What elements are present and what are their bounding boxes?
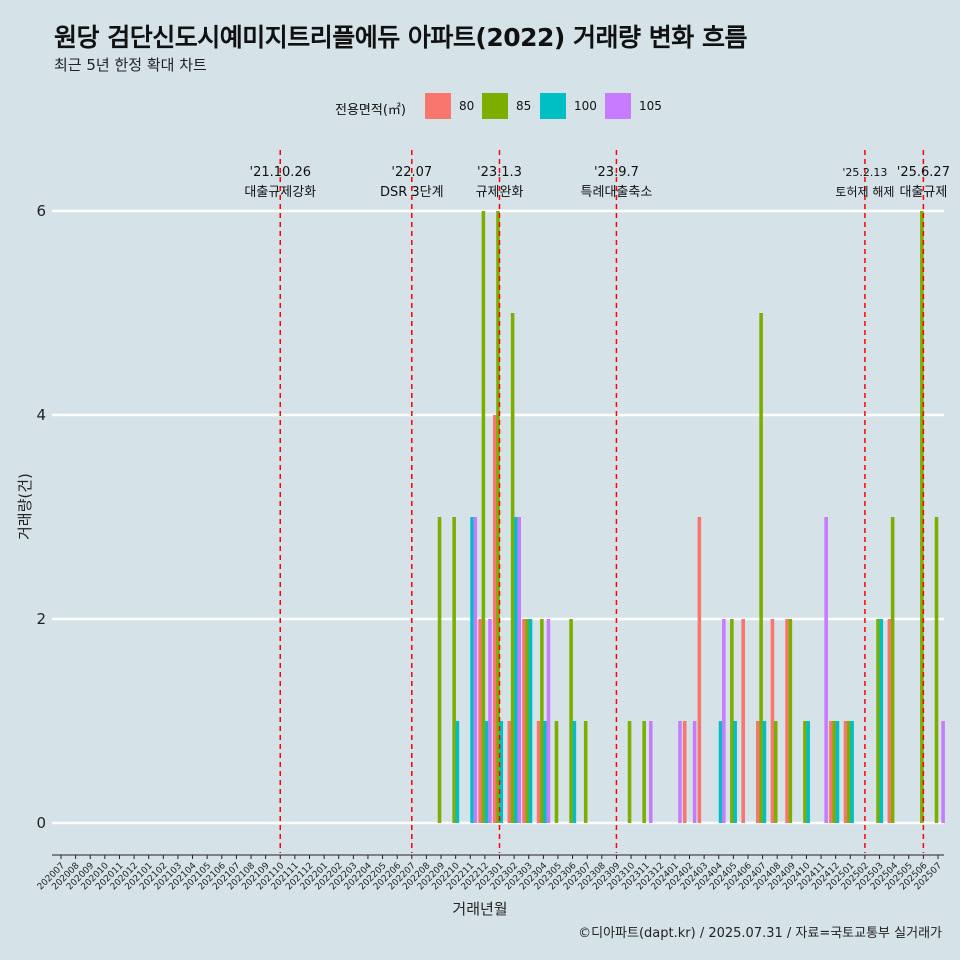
legend-label-80: 80	[459, 99, 475, 113]
bar-202412-85	[832, 721, 836, 823]
bar-202302-100	[514, 517, 518, 823]
legend-key-105	[605, 93, 631, 119]
x-axis-label: 거래년월	[452, 900, 508, 918]
bar-202409-85	[788, 619, 793, 823]
bar-202408-85	[773, 721, 778, 823]
legend-title: 전용면적(㎡)	[335, 103, 406, 118]
bar-202210-85	[452, 517, 456, 823]
event-date-5: '25.6.27	[897, 165, 950, 180]
y-tick-label-4: 4	[36, 406, 46, 424]
bar-202301-85	[496, 211, 500, 823]
event-label-0: 대출규제강화	[244, 185, 316, 200]
bar-202507-105	[941, 721, 945, 823]
legend-key-85	[482, 93, 508, 119]
bar-202311-85	[642, 721, 646, 823]
bar-202311-105	[648, 721, 653, 823]
bar-202306-100	[572, 721, 577, 823]
bar-202302-85	[510, 313, 515, 823]
bar-202310-85	[627, 721, 632, 823]
event-label-2: 규제완화	[476, 185, 524, 200]
bar-202501-100	[850, 721, 854, 823]
bar-202402-105	[692, 721, 697, 823]
event-date-4: '25.2.13	[842, 166, 887, 179]
bar-202212-80	[478, 619, 482, 823]
event-date-0: '21.10.26	[250, 165, 311, 180]
bar-202412-100	[835, 721, 840, 823]
bar-202411-105	[824, 517, 828, 823]
bar-202409-80	[785, 619, 789, 823]
legend: 전용면적(㎡) 80 85 100 105	[0, 92, 960, 122]
event-label-5: 대출규제	[899, 185, 947, 200]
bar-202306-85	[569, 619, 573, 823]
bar-202212-85	[481, 211, 486, 823]
bar-202304-80	[536, 721, 541, 823]
bar-202410-100	[806, 721, 811, 823]
legend-key-100	[540, 93, 566, 119]
bar-202503-100	[879, 619, 884, 823]
y-tick-label-0: 0	[36, 814, 46, 832]
bar-202406-80	[741, 619, 745, 823]
bar-202412-80	[829, 721, 833, 823]
chart-subtitle: 최근 5년 한정 확대 차트	[54, 56, 207, 74]
bar-202506-85	[920, 211, 924, 823]
bar-202404-105	[722, 619, 726, 823]
bar-202304-85	[540, 619, 544, 823]
bar-202407-100	[762, 721, 767, 823]
bar-202304-100	[543, 721, 547, 823]
legend-label-105: 105	[639, 99, 662, 113]
bar-202212-105	[488, 619, 492, 823]
bar-202507-85	[934, 517, 939, 823]
event-label-1: DSR 3단계	[380, 185, 444, 200]
bar-202209-85	[437, 517, 442, 823]
legend-label-100: 100	[574, 99, 597, 113]
bar-202304-105	[546, 619, 551, 823]
event-date-3: '23.9.7	[594, 165, 639, 180]
bar-202408-80	[770, 619, 775, 823]
bar-202303-80	[522, 619, 526, 823]
bar-202503-85	[876, 619, 880, 823]
bar-202211-100	[470, 517, 474, 823]
bar-202305-85	[554, 721, 559, 823]
bar-202501-80	[843, 721, 848, 823]
bar-202504-85	[890, 517, 895, 823]
bar-202407-80	[756, 721, 760, 823]
bar-202402-80	[682, 721, 687, 823]
bar-202401-105	[678, 721, 682, 823]
y-tick-label-2: 2	[36, 610, 46, 628]
bar-202212-100	[484, 721, 489, 823]
legend-key-80	[425, 93, 451, 119]
bar-202407-85	[759, 313, 763, 823]
bar-202405-100	[733, 721, 737, 823]
bar-202302-80	[507, 721, 512, 823]
y-tick-label-6: 6	[36, 202, 46, 220]
event-label-4: 토허제 해제	[835, 185, 894, 199]
event-date-1: '22.07	[391, 165, 432, 180]
bar-202302-105	[517, 517, 521, 823]
legend-label-85: 85	[516, 99, 532, 113]
bar-202410-85	[803, 721, 807, 823]
event-label-3: 특례대출축소	[581, 185, 653, 200]
bar-202303-100	[528, 619, 533, 823]
bar-202504-80	[887, 619, 892, 823]
bar-202303-85	[525, 619, 530, 823]
bar-202307-85	[583, 721, 588, 823]
y-axis-label: 거래량(건)	[16, 473, 34, 540]
bar-202211-105	[473, 517, 478, 823]
bar-202501-85	[847, 721, 851, 823]
bar-202403-80	[697, 517, 702, 823]
bar-202301-80	[492, 415, 497, 823]
chart-title: 원당 검단신도시예미지트리플에듀 아파트(2022) 거래량 변화 흐름	[54, 23, 747, 52]
bar-202210-100	[455, 721, 460, 823]
bar-202405-85	[730, 619, 734, 823]
event-date-2: '23.1.3	[477, 165, 522, 180]
bar-202404-100	[718, 721, 723, 823]
source-caption: ©디아파트(dapt.kr) / 2025.07.31 / 자료=국토교통부 실…	[578, 926, 942, 941]
bar-202301-100	[499, 721, 504, 823]
